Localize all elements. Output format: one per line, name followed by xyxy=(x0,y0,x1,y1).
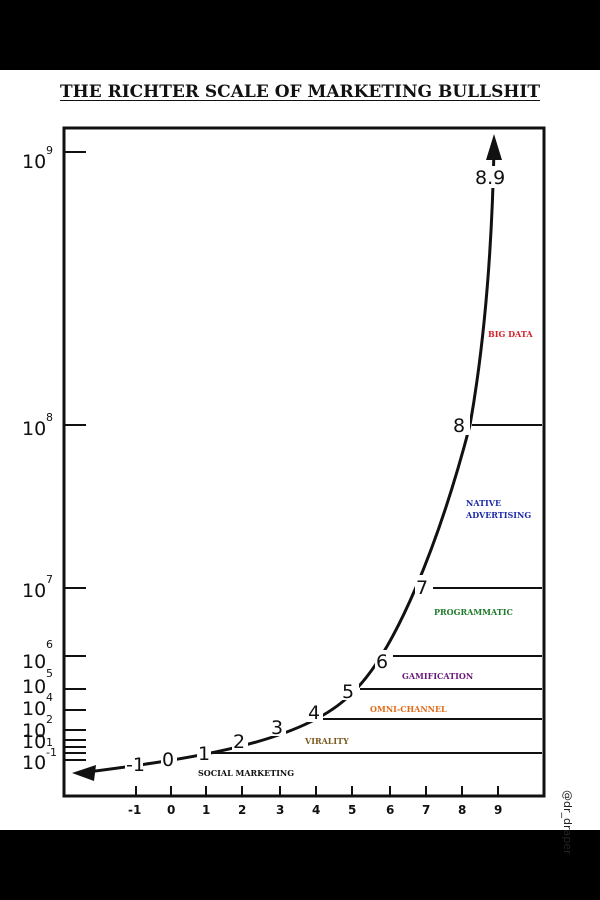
band-label-omni-channel: OMNI-CHANNEL xyxy=(370,704,447,714)
y-label-1e2-exp: 2 xyxy=(46,713,53,726)
curve-step-labels: -1 0 1 2 3 4 5 6 7 8 8.9 xyxy=(125,166,510,776)
scale-curve xyxy=(79,147,496,775)
step-label: 1 xyxy=(198,743,210,765)
y-label-1e-1: 10 xyxy=(22,752,46,774)
x-tick-label: 6 xyxy=(386,803,394,817)
step-label: 7 xyxy=(416,577,428,599)
band-label-virality: VIRALITY xyxy=(304,736,349,746)
y-label-1e9-exp: 9 xyxy=(46,144,53,157)
x-tick-label: 9 xyxy=(494,803,502,817)
x-tick-label: 8 xyxy=(458,803,466,817)
step-label: 2 xyxy=(233,731,245,753)
y-label-1e1-exp: 1 xyxy=(46,736,53,749)
x-tick-label: 0 xyxy=(167,803,175,817)
band-label-native: NATIVE xyxy=(466,498,501,508)
y-label-1e2: 10 xyxy=(22,720,46,742)
curve-arrow-head-left xyxy=(72,765,96,781)
x-tick-marks xyxy=(135,786,499,796)
x-tick-label: -1 xyxy=(128,803,141,817)
y-label-1e5-exp: 5 xyxy=(46,667,53,680)
page-title: THE RICHTER SCALE OF MARKETING BULLSHIT xyxy=(59,82,541,102)
y-label-1e9: 10 xyxy=(22,151,46,173)
y-label-1e7-exp: 7 xyxy=(46,573,53,586)
y-label-1e4-exp: 4 xyxy=(46,691,53,704)
band-label-big-data: BIG DATA xyxy=(488,329,533,339)
band-label-social-marketing: SOCIAL MARKETING xyxy=(198,768,294,778)
x-tick-label: 2 xyxy=(238,803,246,817)
step-label: 3 xyxy=(271,717,283,739)
step-label: 5 xyxy=(342,681,354,703)
x-tick-label: 3 xyxy=(276,803,284,817)
step-label: 0 xyxy=(162,749,174,771)
y-label-1e-1-exp: -1 xyxy=(46,746,57,759)
y-label-1e8-exp: 8 xyxy=(46,411,53,424)
y-label-1e4: 10 xyxy=(22,698,46,720)
plot-frame xyxy=(62,126,546,798)
y-label-1e6: 10 xyxy=(22,651,46,673)
y-axis-labels: 10 9 10 8 10 7 10 6 10 5 10 4 10 2 10 1 … xyxy=(22,144,57,774)
step-label: -1 xyxy=(126,754,145,776)
y-label-1e8: 10 xyxy=(22,418,46,440)
x-tick-label: 5 xyxy=(348,803,356,817)
band-label-gamification: GAMIFICATION xyxy=(402,671,473,681)
step-label: 8.9 xyxy=(475,167,505,189)
band-label-programmatic: PROGRAMMATIC xyxy=(434,607,513,617)
band-label-advertising: ADVERTISING xyxy=(465,510,531,520)
y-label-1e6-exp: 6 xyxy=(46,638,53,651)
y-tick-marks xyxy=(64,151,86,761)
richter-scale-diagram: 10 9 10 8 10 7 10 6 10 5 10 4 10 2 10 1 … xyxy=(22,126,546,817)
step-label: 6 xyxy=(376,651,388,673)
author-credit: @dr_draper xyxy=(561,790,574,855)
x-tick-label: 1 xyxy=(202,803,210,817)
x-tick-label: 7 xyxy=(422,803,430,817)
x-tick-label: 4 xyxy=(312,803,320,817)
step-label: 8 xyxy=(453,415,465,437)
step-label: 4 xyxy=(308,702,320,724)
y-label-1e5: 10 xyxy=(22,676,46,698)
x-axis-labels: -1 0 1 2 3 4 5 6 7 8 9 xyxy=(128,803,502,817)
y-label-1e7: 10 xyxy=(22,580,46,602)
band-labels: SOCIAL MARKETING VIRALITY OMNI-CHANNEL G… xyxy=(198,329,533,778)
y-label-1e1: 10 xyxy=(22,731,46,753)
page: THE RICHTER SCALE OF MARKETING BULLSHIT … xyxy=(0,70,600,855)
curve-arrow-head-top xyxy=(486,134,502,160)
band-lines xyxy=(212,424,542,754)
